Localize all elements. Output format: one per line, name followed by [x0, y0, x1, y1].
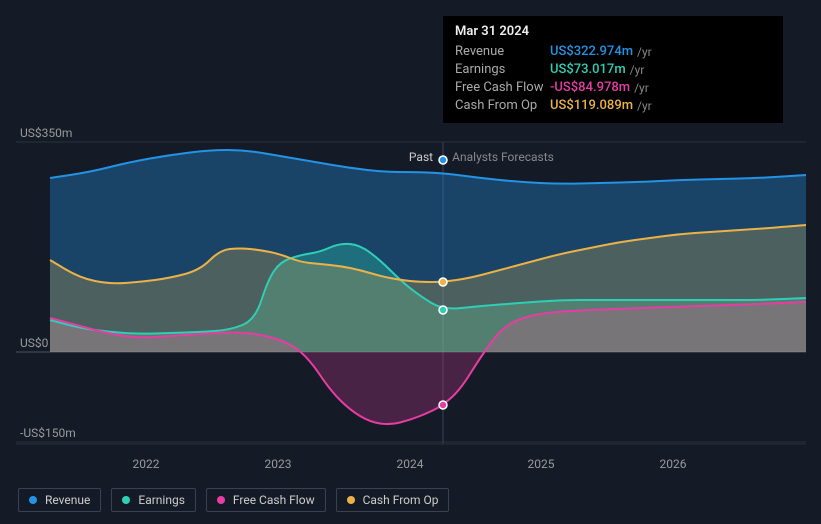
x-axis-label: 2024 — [397, 457, 424, 471]
legend-item-label: Cash From Op — [363, 493, 439, 507]
tooltip-row-label: Revenue — [455, 43, 550, 61]
forecast-label: Analysts Forecasts — [452, 150, 554, 164]
financial-chart: US$350m US$0 -US$150m 2022 2023 2024 2025 2026… — [0, 0, 821, 524]
x-axis-label: 2026 — [660, 457, 687, 471]
legend-item-earnings[interactable]: Earnings — [111, 488, 196, 512]
tooltip-row-label: Free Cash Flow — [455, 79, 550, 97]
y-axis-label: -US$150m — [20, 426, 76, 440]
tooltip-row-value: US$322.974m — [550, 43, 633, 61]
x-axis-label: 2023 — [265, 457, 292, 471]
tooltip-row-unit: /yr — [637, 97, 652, 115]
past-label: Past — [409, 150, 433, 164]
legend-dot-icon — [122, 496, 130, 504]
legend-item-revenue[interactable]: Revenue — [18, 488, 101, 512]
tooltip-row-value: US$73.017m — [550, 61, 626, 79]
tooltip-row-label: Earnings — [455, 61, 550, 79]
tooltip-row-unit: /yr — [634, 79, 649, 97]
tooltip-row: Free Cash Flow-US$84.978m/yr — [455, 79, 771, 97]
y-axis-label: US$0 — [20, 336, 48, 350]
legend-item-label: Revenue — [45, 493, 90, 507]
tooltip-row-unit: /yr — [637, 43, 652, 61]
tooltip: Mar 31 2024 RevenueUS$322.974m/yrEarning… — [443, 16, 783, 123]
legend: Revenue Earnings Free Cash Flow Cash From O… — [18, 488, 449, 512]
legend-item-free-cash-flow[interactable]: Free Cash Flow — [206, 488, 326, 512]
x-axis-label: 2022 — [133, 457, 160, 471]
legend-item-label: Earnings — [138, 493, 185, 507]
legend-item-cash-from-op[interactable]: Cash From Op — [336, 488, 450, 512]
tooltip-title: Mar 31 2024 — [455, 24, 771, 39]
tooltip-row: RevenueUS$322.974m/yr — [455, 43, 771, 61]
tooltip-row: EarningsUS$73.017m/yr — [455, 61, 771, 79]
tooltip-row-unit: /yr — [630, 61, 645, 79]
tooltip-row: Cash From OpUS$119.089m/yr — [455, 97, 771, 115]
legend-dot-icon — [217, 496, 225, 504]
legend-item-label: Free Cash Flow — [233, 493, 315, 507]
legend-dot-icon — [29, 496, 37, 504]
tooltip-row-value: US$119.089m — [550, 97, 633, 115]
tooltip-row-label: Cash From Op — [455, 97, 550, 115]
x-axis-label: 2025 — [528, 457, 555, 471]
y-axis-label: US$350m — [20, 126, 72, 140]
tooltip-row-value: -US$84.978m — [550, 79, 630, 97]
legend-dot-icon — [347, 496, 355, 504]
